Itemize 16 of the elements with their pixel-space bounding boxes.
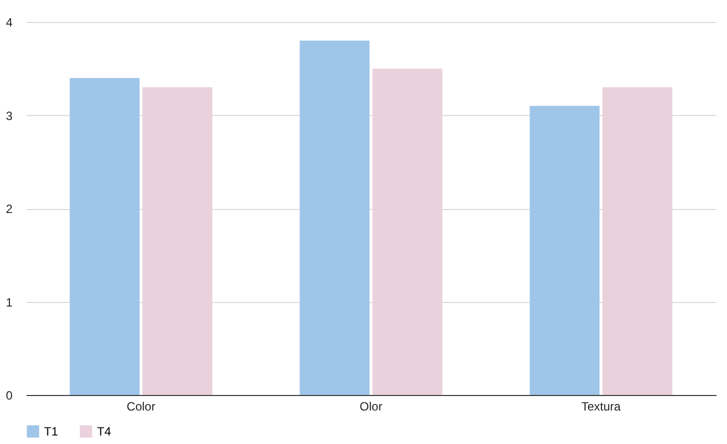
y-tick-label: 2 [6,202,13,216]
y-tick-label: 1 [6,295,13,310]
bar [70,78,140,395]
bar [530,106,600,395]
x-tick-label: Olor [360,400,382,414]
y-tick-label: 0 [6,388,13,402]
x-tick-label: Textura [581,400,621,414]
bar [300,40,370,395]
bar [372,68,442,395]
bar [142,87,212,395]
bar [602,87,672,395]
x-tick-label: Color [126,400,156,414]
legend-label: T4 [97,424,112,438]
legend-label: T1 [44,424,58,438]
y-tick-label: 3 [6,108,13,123]
y-tick-label: 4 [6,16,13,30]
